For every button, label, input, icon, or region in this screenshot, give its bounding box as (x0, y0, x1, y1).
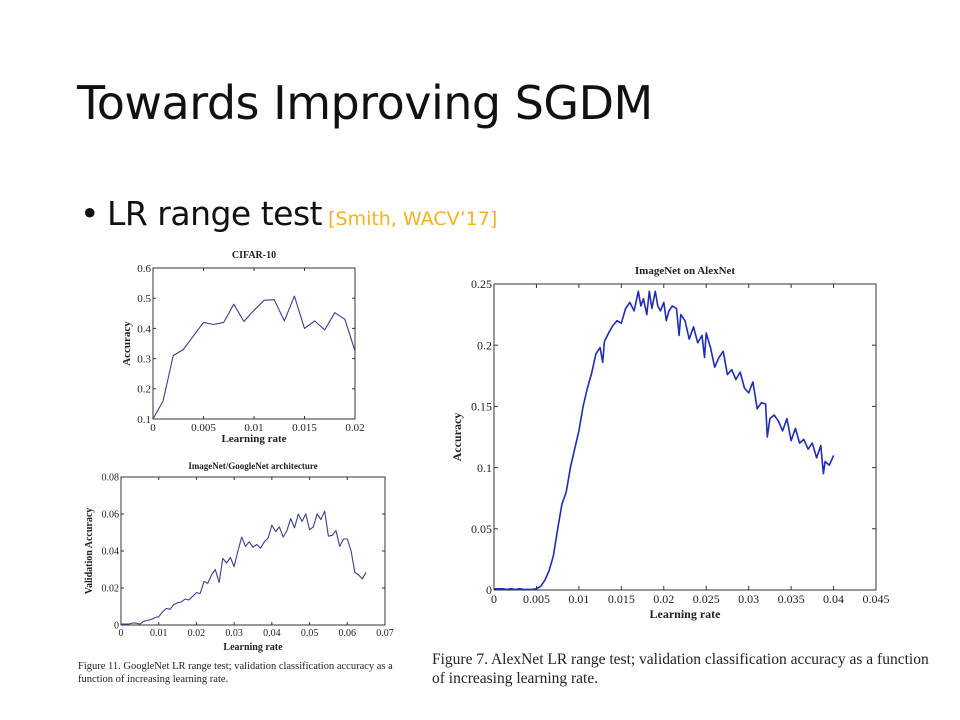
citation: [Smith, WACV’17] (328, 208, 498, 230)
chart-title: CIFAR-10 (232, 250, 276, 261)
y-axis-label: Validation Accuracy (84, 508, 95, 595)
bullet-item: • LR range test [Smith, WACV’17] (80, 194, 497, 233)
bullet-icon: • (80, 194, 99, 233)
chart-cifar10: 0 0.005 0.01 0.015 0.02 0.1 0.2 0.3 0.4 0.5 0.6 CIF… (121, 250, 365, 445)
y-tick-label: 0 (486, 583, 492, 597)
x-tick-label: 0.02 (188, 628, 206, 639)
y-tick-label: 0.1 (477, 461, 492, 475)
x-tick-label: 0 (491, 592, 497, 606)
x-tick-label: 0.015 (608, 592, 635, 606)
x-tick-label: 0.02 (345, 422, 364, 434)
x-axis-label: Learning rate (650, 607, 722, 621)
chart-googlenet: 0 0.01 0.02 0.03 0.04 0.05 0.06 0.07 0 0.02 0.04 0.… (84, 461, 394, 653)
y-tick-label: 0.02 (102, 584, 120, 595)
y-tick-label: 0.2 (137, 384, 151, 396)
y-tick-label: 0.06 (102, 510, 120, 521)
x-tick-label: 0.035 (778, 592, 805, 606)
y-tick-label: 0.3 (137, 353, 151, 365)
plot-frame (493, 283, 877, 591)
x-axis-label: Learning rate (221, 433, 286, 445)
x-tick-label: 0.03 (738, 592, 759, 606)
plot-frame (120, 476, 386, 626)
x-tick-label: 0.01 (244, 422, 263, 434)
caption-googlenet: Figure 11. GoogleNet LR range test; vali… (78, 661, 393, 686)
y-axis-label: Accuracy (121, 321, 133, 366)
y-tick-label: 0.05 (471, 522, 492, 536)
y-tick-label: 0.2 (477, 338, 492, 352)
x-tick-label: 0.07 (376, 628, 394, 639)
caption-alexnet: Figure 7. AlexNet LR range test; validat… (432, 651, 929, 688)
y-tick-label: 0.04 (102, 547, 120, 558)
y-tick-label: 0.5 (137, 293, 151, 305)
y-tick-label: 0 (114, 621, 119, 632)
x-tick-label: 0.04 (263, 628, 281, 639)
chart-title: ImageNet on AlexNet (635, 265, 736, 277)
series-line (121, 510, 367, 625)
x-tick-label: 0.005 (191, 422, 216, 434)
chart-alexnet: 0 0.005 0.01 0.015 0.02 0.025 0.03 0.035 0.04 0.0… (450, 265, 890, 621)
x-axis-label: Learning rate (223, 642, 283, 653)
x-tick-label: 0 (119, 628, 124, 639)
y-tick-label: 0.25 (471, 277, 492, 291)
x-tick-label: 0.01 (150, 628, 168, 639)
bullet-text: LR range test (106, 194, 323, 233)
chart-title: ImageNet/GoogleNet architecture (188, 461, 317, 471)
y-tick-label: 0.08 (102, 473, 120, 484)
x-tick-label: 0 (150, 422, 156, 434)
x-tick-label: 0.03 (225, 628, 243, 639)
y-tick-label: 0.6 (137, 263, 151, 275)
x-tick-label: 0.045 (863, 592, 890, 606)
y-tick-label: 0.1 (137, 414, 151, 426)
y-axis-label: Accuracy (450, 413, 464, 462)
plot-frame (152, 267, 356, 420)
x-tick-label: 0.015 (292, 422, 317, 434)
x-tick-label: 0.05 (301, 628, 319, 639)
series-line (152, 295, 356, 420)
x-tick-label: 0.06 (339, 628, 357, 639)
y-tick-label: 0.15 (471, 400, 492, 414)
x-tick-label: 0.02 (653, 592, 674, 606)
x-tick-label: 0.025 (693, 592, 720, 606)
series-line (494, 290, 835, 591)
slide-title: Towards Improving SGDM (77, 76, 653, 130)
x-tick-label: 0.005 (523, 592, 550, 606)
x-tick-label: 0.04 (823, 592, 844, 606)
y-tick-label: 0.4 (137, 323, 151, 335)
x-tick-label: 0.01 (568, 592, 589, 606)
